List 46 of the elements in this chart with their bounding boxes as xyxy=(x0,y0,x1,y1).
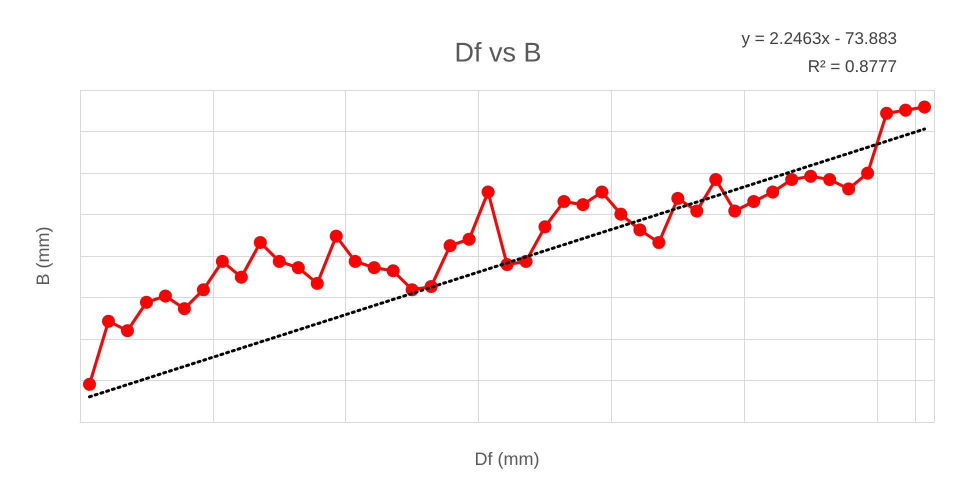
point xyxy=(804,170,818,183)
point xyxy=(652,236,666,249)
point xyxy=(690,204,704,218)
point xyxy=(254,236,267,249)
point xyxy=(595,186,608,199)
point xyxy=(557,195,570,208)
point xyxy=(310,276,324,290)
point xyxy=(482,186,495,199)
point xyxy=(368,261,381,274)
point xyxy=(633,223,646,236)
point xyxy=(102,314,115,328)
point xyxy=(196,283,210,296)
x-axis-title: Df (mm) xyxy=(474,449,540,469)
point xyxy=(671,192,684,205)
point xyxy=(272,254,286,268)
y-axis-title: B (mm) xyxy=(33,226,53,286)
point xyxy=(785,172,798,186)
point xyxy=(899,104,912,117)
point xyxy=(576,198,590,212)
point xyxy=(216,254,229,268)
point xyxy=(292,261,305,274)
point xyxy=(330,230,343,243)
point xyxy=(614,208,628,221)
point xyxy=(842,182,856,196)
text: y = 2.2463x - 73.883 xyxy=(742,29,898,48)
point xyxy=(861,166,874,180)
point xyxy=(158,290,172,302)
point xyxy=(386,264,400,278)
point xyxy=(348,254,362,268)
point xyxy=(747,195,760,208)
point xyxy=(178,302,191,316)
point xyxy=(823,172,836,186)
point xyxy=(766,186,780,199)
point xyxy=(709,172,722,186)
chart-title: Df vs B xyxy=(454,38,542,68)
point xyxy=(120,324,134,338)
point xyxy=(83,378,96,391)
text: R² = 0.8777 xyxy=(808,57,897,76)
point xyxy=(918,100,932,114)
point xyxy=(728,204,742,218)
point xyxy=(140,296,153,309)
point xyxy=(234,270,248,284)
point xyxy=(880,106,894,120)
point xyxy=(462,232,476,246)
point xyxy=(444,239,457,252)
point xyxy=(538,220,552,234)
